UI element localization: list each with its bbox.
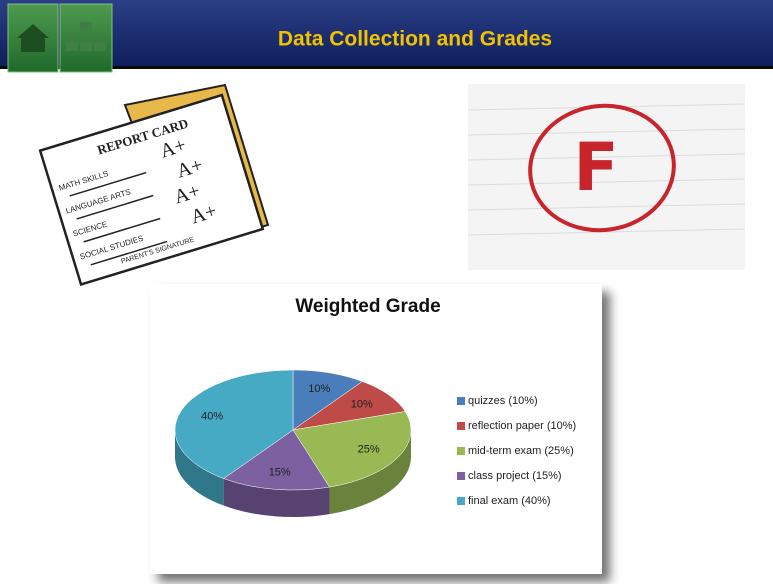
legend-label: final exam (40%) (468, 495, 551, 507)
legend-swatch (457, 447, 465, 455)
legend-label: class project (15%) (468, 470, 562, 482)
slice-side (223, 478, 330, 518)
header-bar (0, 0, 773, 68)
legend-label: mid-term exam (25%) (468, 445, 574, 457)
sitemap-button[interactable] (59, 3, 113, 73)
data-label: 40% (201, 411, 223, 423)
rule (69, 171, 147, 197)
sitemap-icon (66, 22, 106, 51)
chart-title: Weighted Grade (295, 296, 440, 317)
slice (223, 429, 330, 491)
pie-chart: 10% 10% 25% 15% 40% (174, 369, 412, 518)
button-bg (59, 3, 113, 73)
data-label: 10% (351, 399, 373, 411)
slice (292, 381, 406, 431)
grade-paper-image: F (467, 84, 746, 270)
header-title: Data Collection and Grades (278, 28, 552, 51)
rule (83, 217, 161, 243)
data-label: 25% (358, 444, 380, 456)
legend-swatch (457, 422, 465, 430)
rule (76, 194, 154, 220)
legend-swatch (457, 397, 465, 405)
slice (292, 411, 412, 488)
legend-swatch (457, 497, 465, 505)
home-icon (17, 24, 49, 52)
slice (174, 369, 294, 479)
data-label: 15% (269, 467, 291, 479)
legend-label: quizzes (10%) (468, 395, 538, 407)
slice-side (175, 430, 224, 506)
data-label: 10% (308, 383, 330, 395)
red-circle (528, 103, 676, 233)
paper (468, 84, 745, 270)
paper (38, 93, 265, 287)
grade-letter: F (573, 129, 618, 206)
legend-swatch (457, 472, 465, 480)
legend: quizzes (10%) reflection paper (10%) mid-t… (457, 395, 576, 507)
header-rule (0, 66, 773, 69)
slice (292, 369, 363, 431)
legend-label: reflection paper (10%) (468, 420, 576, 432)
home-button[interactable] (7, 3, 59, 73)
slice-side (329, 430, 411, 515)
rule (90, 240, 168, 266)
